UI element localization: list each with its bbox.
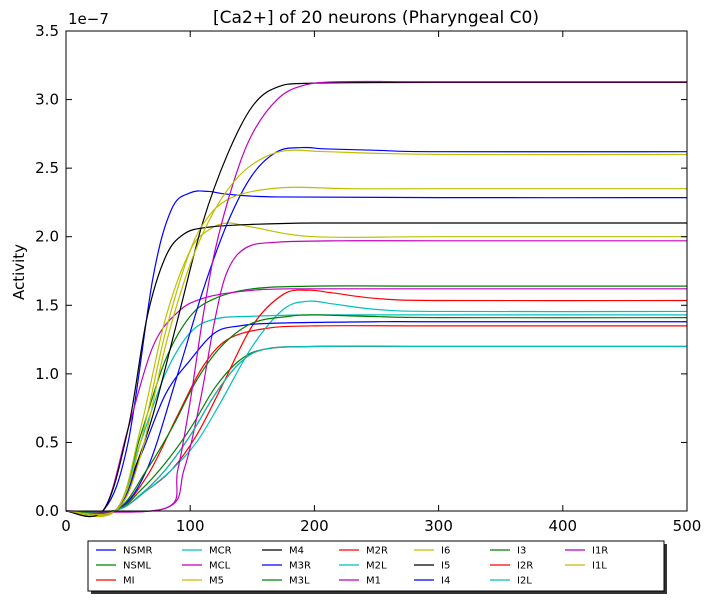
y-tick-label: 1.5 bbox=[35, 296, 59, 314]
legend-label-i3: I3 bbox=[517, 546, 526, 557]
y-tick-label: 3.0 bbox=[35, 91, 59, 109]
legend-label-i5: I5 bbox=[441, 561, 450, 572]
y-offset-label: 1e−7 bbox=[68, 10, 109, 28]
legend-label-m5: M5 bbox=[209, 576, 224, 587]
legend-label-m1: M1 bbox=[366, 576, 381, 587]
x-tick-label: 0 bbox=[61, 517, 71, 535]
series-line-i3 bbox=[65, 314, 688, 515]
series-line-m4 bbox=[65, 81, 688, 515]
series-line-i6 bbox=[65, 186, 687, 517]
y-tick-label: 2.5 bbox=[35, 159, 59, 177]
x-tick-label: 300 bbox=[424, 517, 453, 535]
series-line-m5 bbox=[65, 222, 687, 518]
legend-label-m2l: M2L bbox=[366, 561, 387, 572]
series-line-i2l bbox=[65, 345, 687, 513]
plot-frame bbox=[65, 30, 688, 512]
legend: NSMR NSML MI MCR MCL M5 M4 M3R M3L M2R M2L M1 I6 I5 I4… bbox=[87, 540, 667, 594]
series-line-m3r bbox=[65, 146, 688, 515]
y-tick-label: 2.0 bbox=[35, 228, 59, 246]
legend-box bbox=[87, 540, 665, 592]
legend-label-m2r: M2R bbox=[366, 546, 388, 557]
series-line-m2r bbox=[65, 289, 688, 513]
series-lines bbox=[65, 80, 688, 518]
x-tick-label: 400 bbox=[548, 517, 577, 535]
series-line-m2l bbox=[65, 300, 688, 513]
x-tick-label: 200 bbox=[300, 517, 329, 535]
series-line-i1r bbox=[65, 80, 687, 513]
y-tick-label: 0.0 bbox=[35, 502, 59, 520]
legend-label-nsml: NSML bbox=[123, 561, 151, 572]
y-tick-label: 3.5 bbox=[35, 22, 59, 40]
legend-label-mcr: MCR bbox=[209, 546, 232, 557]
legend-label-mi: MI bbox=[123, 576, 135, 587]
legend-label-i1r: I1R bbox=[592, 546, 608, 557]
y-tick-label: 0.5 bbox=[35, 433, 59, 451]
series-line-nsmr bbox=[65, 190, 688, 517]
legend-label-i2l: I2L bbox=[517, 576, 532, 587]
chart-title: [Ca2+] of 20 neurons (Pharyngeal C0) bbox=[213, 8, 539, 28]
legend-label-m3r: M3R bbox=[289, 561, 311, 572]
legend-label-i1l: I1L bbox=[592, 561, 607, 572]
legend-label-nsmr: NSMR bbox=[123, 546, 152, 557]
legend-label-i6: I6 bbox=[441, 546, 450, 557]
series-line-i5 bbox=[65, 222, 687, 518]
y-axis-label: Activity bbox=[10, 244, 28, 300]
legend-label-mcl: MCL bbox=[209, 561, 231, 572]
legend-label-m3l: M3L bbox=[289, 576, 310, 587]
legend-label-i4: I4 bbox=[441, 576, 450, 587]
series-line-mi bbox=[65, 325, 687, 514]
series-line-m1 bbox=[65, 240, 687, 513]
series-line-i1l bbox=[65, 149, 688, 516]
legend-label-i2r: I2R bbox=[517, 561, 533, 572]
x-tick-label: 500 bbox=[673, 517, 702, 535]
series-line-mcl bbox=[65, 288, 688, 518]
legend-label-m4: M4 bbox=[289, 546, 304, 557]
x-tick-label: 100 bbox=[176, 517, 205, 535]
y-tick-label: 1.0 bbox=[35, 365, 59, 383]
axis-ticks: 0 100 200 300 400 500 0.0 0.5 1.0 1.5 2.0 2.5 3.0 3.5 bbox=[35, 22, 701, 535]
series-line-i4 bbox=[65, 321, 687, 516]
